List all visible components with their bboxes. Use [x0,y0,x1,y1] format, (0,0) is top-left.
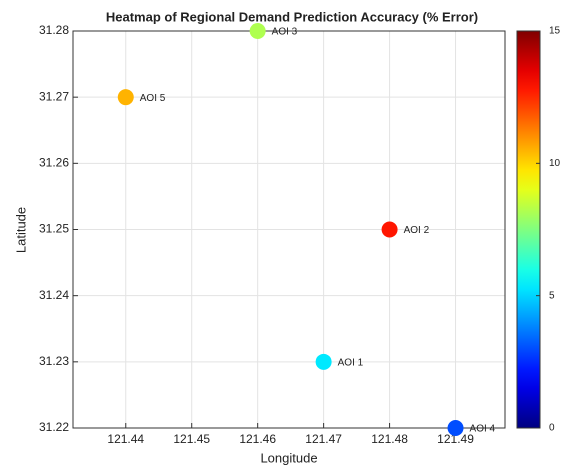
x-tick-label: 121.49 [437,432,474,446]
point-label: AOI 5 [140,93,166,104]
point [117,89,134,106]
plot-frame [72,30,506,429]
y-tick-label: 31.24 [39,288,69,302]
colorbar-tick-label: 5 [549,290,555,301]
point [447,420,464,436]
chart-title: Heatmap of Regional Demand Prediction Ac… [106,9,478,24]
x-tick-label: 121.44 [107,432,144,446]
y-tick-label: 31.22 [39,420,69,434]
y-axis-label: Latitude [13,207,28,253]
y-tick-label: 31.27 [39,89,69,103]
x-tick-label: 121.48 [371,432,408,446]
point-label: AOI 4 [470,424,496,435]
x-tick-label: 121.46 [239,432,276,446]
colorbar-tick-label: 0 [549,423,555,434]
y-tick-label: 31.23 [39,354,69,368]
x-tick-label: 121.47 [305,432,342,446]
point-label: AOI 2 [404,225,430,236]
y-tick-label: 31.26 [39,156,69,170]
colorbar [516,30,541,429]
x-tick-label: 121.45 [173,432,210,446]
colorbar-tick-label: 10 [549,158,561,169]
point-label: AOI 3 [272,27,298,38]
point-label: AOI 1 [338,357,364,368]
point [315,353,332,370]
y-tick-label: 31.25 [39,222,69,236]
x-axis-label: Longitude [260,450,317,465]
point [249,23,266,39]
colorbar-tick-label: 15 [549,26,561,37]
point [381,221,398,238]
y-tick-label: 31.28 [39,23,69,37]
